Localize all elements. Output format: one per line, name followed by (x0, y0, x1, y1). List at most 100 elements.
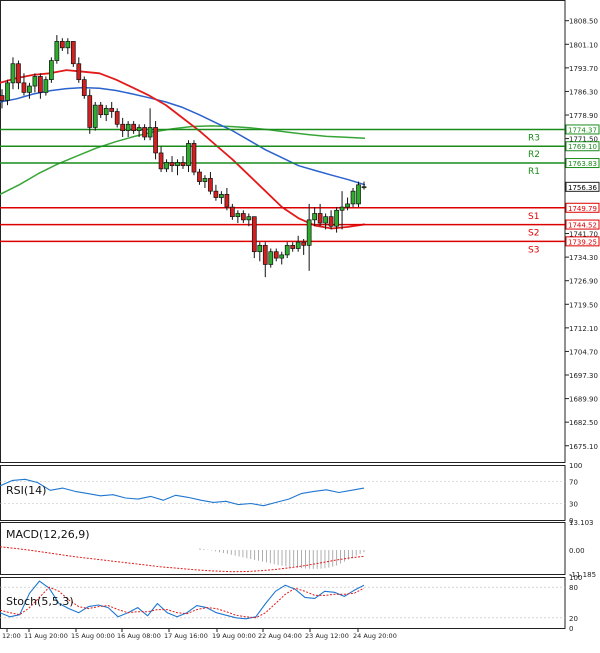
candle-body-down (208, 178, 213, 192)
level-tag-value: 1739.25 (568, 238, 597, 246)
candle-body-up (43, 79, 49, 93)
level-name-r3: R3 (528, 133, 540, 143)
level-name-s3: S3 (528, 245, 539, 255)
price-tick-label: 1808.50 (569, 18, 598, 26)
level-name-r1: R1 (528, 167, 540, 177)
price-tick-label: 1741.70 (569, 231, 598, 239)
candle (219, 191, 224, 204)
macd-signal-line (0, 546, 365, 573)
candle-body-up (345, 203, 350, 208)
stoch-panel: 100 80 20 0 Stoch(5,5,3) (0, 574, 582, 633)
candle (21, 73, 27, 96)
level-name-s2: S2 (528, 229, 539, 239)
panel-border-3 (0, 577, 566, 629)
level-tag-box (565, 141, 600, 152)
price-tick-label: 1786.30 (569, 88, 598, 96)
candle (76, 57, 82, 83)
candle-body-up (136, 127, 142, 131)
candle (98, 101, 104, 118)
macd-panel: 13.103 0.00 -11.185 MACD(12,26,9) (0, 519, 596, 579)
current-price-label: 1756.36 (568, 184, 597, 192)
candle (339, 191, 345, 230)
candle-body-up (334, 209, 339, 227)
candle-body-down (76, 63, 82, 81)
candle (153, 121, 158, 160)
level-tag-box (565, 219, 600, 230)
candle (301, 238, 307, 255)
candle-body-down (0, 95, 5, 101)
candle-body-down (224, 194, 230, 208)
candle (142, 124, 147, 141)
x-tick-label: 15 Aug 00:00 (71, 632, 115, 640)
candle-body-up (54, 41, 60, 61)
candle (103, 105, 109, 122)
candle (257, 242, 263, 262)
price-tick-label: 1712.10 (569, 325, 598, 333)
price-tick-label: 1771.50 (569, 136, 598, 144)
current-price-box (565, 181, 600, 192)
x-tick-label: 17 Aug 16:00 (164, 632, 208, 640)
candle-body-up (49, 60, 54, 81)
level-tag-box (565, 236, 600, 247)
candle (92, 101, 98, 131)
candle-body-down (213, 190, 219, 198)
candle-body-up (295, 241, 301, 249)
rsi-tick-label: 30 (569, 501, 578, 509)
candle (10, 57, 16, 90)
candle-body-up (268, 251, 274, 265)
rsi-tick-label: 0 (569, 517, 573, 525)
price-tick-label: 1697.30 (569, 372, 598, 380)
price-tick-label: 1719.50 (569, 301, 598, 309)
candle-body-down (120, 123, 126, 131)
candle-body-down (191, 143, 197, 173)
candle (356, 181, 361, 208)
stoch-d-line (0, 586, 365, 619)
candle (345, 197, 350, 211)
candle (81, 76, 87, 99)
candle (109, 101, 115, 118)
candle-body-up (279, 254, 285, 259)
price-tick-label: 1704.70 (569, 348, 598, 356)
candle-body-down (114, 111, 120, 125)
candle-body-down (21, 82, 27, 93)
stoch-tick-label: 100 (569, 574, 582, 582)
candle (284, 242, 290, 259)
candle-body-down (180, 162, 186, 167)
level-tag-value: 1744.52 (568, 222, 597, 230)
candle-body-up (306, 219, 312, 246)
candle (27, 82, 32, 99)
level-name-r2: R2 (528, 150, 540, 160)
candle-body-up (284, 244, 290, 256)
candle-body-down (59, 41, 65, 49)
candle-body-down (273, 251, 279, 259)
candle-body-up (65, 41, 71, 49)
candle-body-up (350, 190, 356, 205)
price-tick-label: 1675.10 (569, 443, 598, 451)
candle (180, 156, 186, 169)
candle (136, 124, 142, 138)
candle-body-up (103, 107, 109, 116)
x-tick-label: 19 Aug 00:00 (212, 632, 256, 640)
level-tag-box (565, 202, 600, 213)
candle-body-down (109, 107, 115, 112)
candle-body-down (169, 162, 175, 167)
candle-body-up (27, 85, 32, 93)
x-tick-label: 16 Aug 08:00 (117, 632, 161, 640)
candle (251, 216, 257, 259)
level-tag-value: 1763.83 (568, 160, 597, 168)
panel-border-2 (0, 522, 566, 575)
price-tick-label: 1682.50 (569, 419, 598, 427)
candle (191, 140, 197, 176)
candle-body-down (153, 127, 158, 154)
macd-tick-label: 0.00 (569, 547, 585, 555)
price-tick-label: 1815.90 (569, 0, 598, 2)
candle (350, 187, 356, 208)
candle (235, 210, 241, 224)
rsi-title: RSI(14) (6, 484, 46, 497)
x-tick-label: 22 Aug 04:00 (258, 632, 302, 640)
candle (65, 38, 71, 55)
candle-body-down (16, 63, 21, 84)
candle-body-up (147, 127, 153, 138)
